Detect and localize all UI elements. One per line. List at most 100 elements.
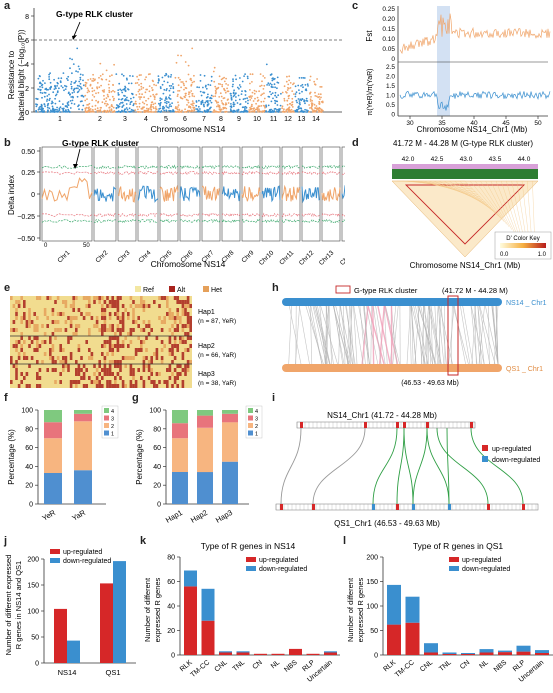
snp-point <box>117 89 119 91</box>
e-cell <box>15 316 18 320</box>
chart-k: Type of R genes in NS14 Number of differ… <box>140 535 340 688</box>
a-chr-label: 13 <box>298 116 306 123</box>
e-cell <box>187 324 190 328</box>
snp-point <box>225 83 227 85</box>
snp-point <box>198 100 200 102</box>
snp-point <box>193 81 195 83</box>
snp-point <box>64 111 66 113</box>
snp-point <box>245 94 247 96</box>
snp-point <box>209 100 211 102</box>
h-ns14: NS14 _ Chr1 <box>506 300 547 307</box>
snp-point <box>94 78 96 80</box>
snp-point <box>141 93 143 95</box>
svg-l-category: TM-CC <box>394 659 416 679</box>
snp-point <box>274 95 276 97</box>
snp-point <box>42 92 44 94</box>
snp-point <box>159 97 161 99</box>
svg-f-bar-4 <box>44 410 62 422</box>
snp-point <box>237 111 239 113</box>
snp-point <box>163 89 165 91</box>
snp-point <box>207 84 209 86</box>
snp-point <box>302 84 304 86</box>
e-cell <box>18 304 21 308</box>
b-ci99-lower <box>118 220 136 223</box>
e-cell <box>187 364 190 368</box>
snp-point <box>79 68 81 70</box>
snp-point <box>81 109 83 111</box>
b-ci95-upper <box>180 172 200 175</box>
e-cell <box>104 364 107 368</box>
e-cell <box>72 316 75 320</box>
snp-point <box>210 111 212 113</box>
snp-point <box>232 80 234 82</box>
e-cell <box>104 316 107 320</box>
c-top-ytick: 0 <box>391 56 395 63</box>
e-cell <box>145 348 148 352</box>
e-cell <box>143 364 146 368</box>
snp-point <box>226 111 228 113</box>
snp-point <box>223 108 225 110</box>
e-cell <box>137 324 140 328</box>
snp-point <box>193 109 195 111</box>
snp-point <box>199 108 201 110</box>
b-ci95-upper <box>118 172 136 175</box>
b-ci99-lower <box>138 220 158 223</box>
snp-point <box>36 104 38 106</box>
b-delta-line <box>42 178 92 201</box>
j-category: NS14 <box>58 668 77 677</box>
snp-point <box>108 90 110 92</box>
e-cell <box>96 384 99 388</box>
e-cell <box>106 372 109 376</box>
snp-point <box>272 110 274 112</box>
snp-point <box>259 85 261 87</box>
snp-point <box>107 96 109 98</box>
e-cell <box>23 312 26 316</box>
a-chr-label: 1 <box>58 116 62 123</box>
snp-point <box>221 86 223 88</box>
snp-point <box>211 98 213 100</box>
snp-point <box>268 111 270 113</box>
e-cell <box>140 340 143 344</box>
snp-point <box>228 90 230 92</box>
e-cell <box>117 316 120 320</box>
svg-k-ytick-label: 40 <box>167 604 175 611</box>
e-cell <box>26 356 29 360</box>
snp-point <box>188 65 190 67</box>
snp-point <box>107 104 109 106</box>
snp-point <box>291 90 293 92</box>
snp-point <box>237 87 239 89</box>
e-cell <box>132 316 135 320</box>
e-cell <box>36 336 39 340</box>
snp-point <box>312 109 314 111</box>
snp-point <box>180 55 182 57</box>
snp-point <box>121 110 123 112</box>
snp-point <box>147 111 149 113</box>
snp-point <box>282 92 284 94</box>
snp-point <box>164 102 166 104</box>
e-cell <box>65 356 68 360</box>
snp-point <box>195 105 197 107</box>
e-cell <box>114 332 117 336</box>
b-ytick-label: −0.25 <box>17 214 35 221</box>
snp-point <box>96 110 98 112</box>
svg-g-ytick-label: 80 <box>153 426 161 433</box>
synteny-link <box>445 306 446 364</box>
svg-g-bar-1 <box>197 472 213 504</box>
snp-point <box>103 89 105 91</box>
i-link <box>471 428 523 504</box>
snp-point <box>192 105 194 107</box>
e-cell <box>13 320 16 324</box>
snp-point <box>47 107 49 109</box>
e-cell <box>96 296 99 300</box>
e-cell <box>20 332 23 336</box>
e-cell <box>114 312 117 316</box>
e-cell <box>182 352 185 356</box>
snp-point <box>314 104 316 106</box>
svg-k-legend-swatch <box>246 557 256 562</box>
snp-point <box>314 83 316 85</box>
b-ci99-lower <box>180 220 200 223</box>
snp-point <box>146 108 148 110</box>
snp-point <box>268 105 270 107</box>
